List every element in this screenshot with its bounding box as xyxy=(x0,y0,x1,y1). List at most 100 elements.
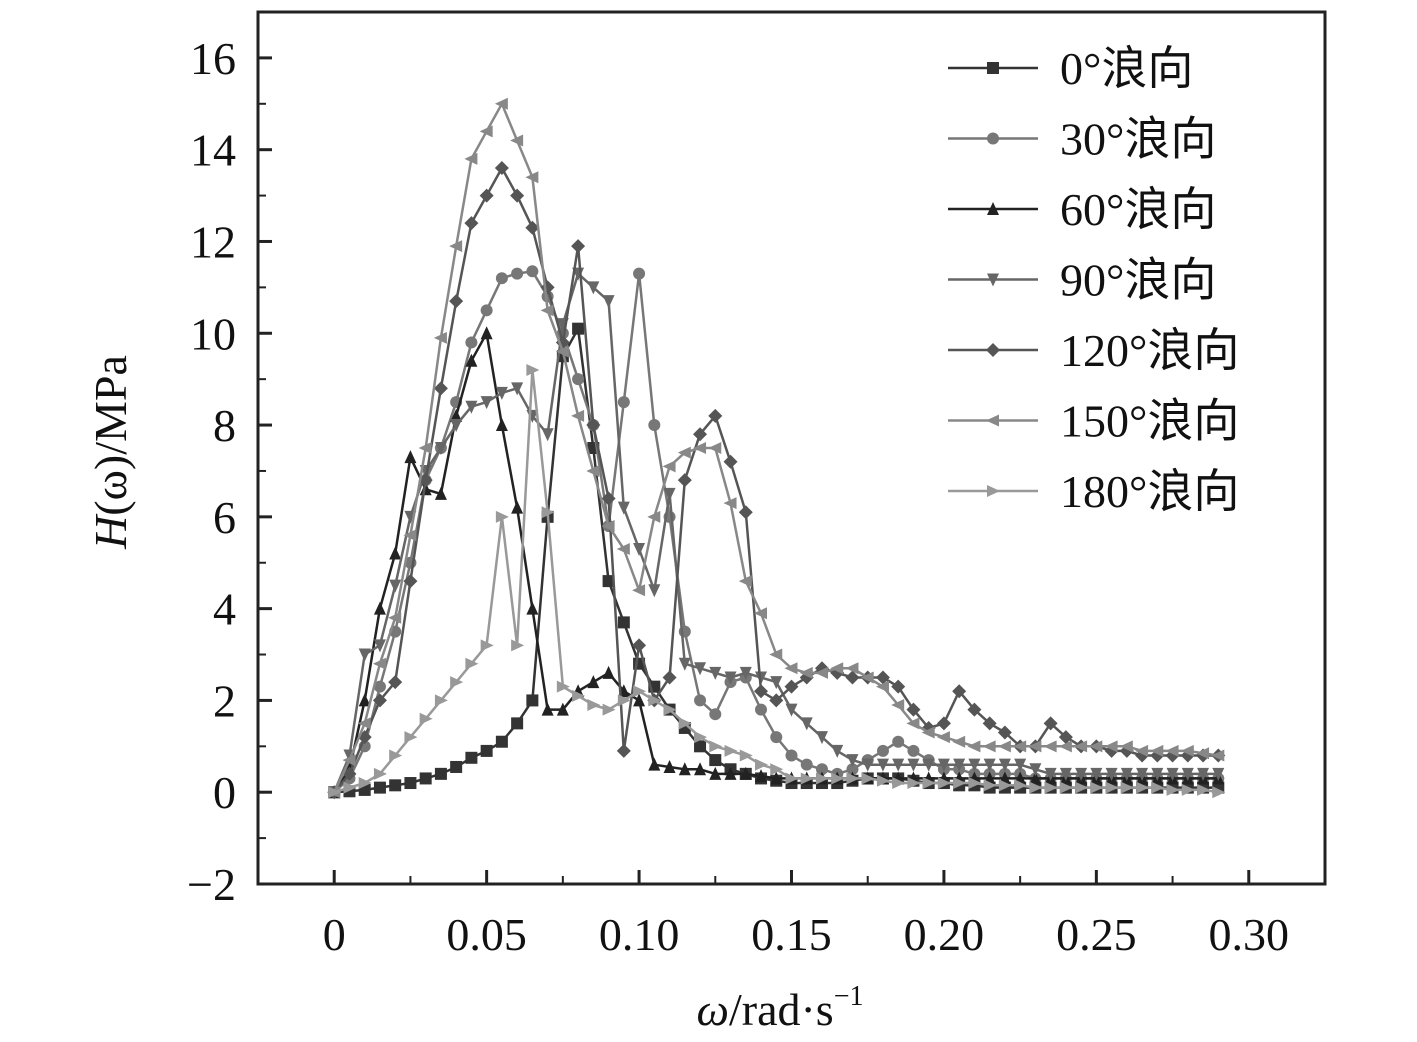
data-point xyxy=(694,694,707,707)
series-7 xyxy=(328,363,1226,799)
data-point xyxy=(677,473,692,488)
data-point xyxy=(449,294,464,309)
data-point xyxy=(494,161,509,176)
data-point xyxy=(662,670,677,685)
data-point xyxy=(526,694,539,707)
data-point xyxy=(632,638,647,653)
data-point xyxy=(1075,781,1089,794)
data-point xyxy=(800,772,814,785)
data-point xyxy=(647,510,661,523)
data-point xyxy=(464,216,479,231)
data-point xyxy=(693,442,707,454)
series-5 xyxy=(327,161,1226,800)
data-point xyxy=(494,97,508,110)
data-point xyxy=(465,657,479,670)
data-point xyxy=(785,749,798,762)
data-point xyxy=(937,758,950,772)
legend-marker xyxy=(987,273,999,287)
data-point xyxy=(845,662,859,675)
data-point xyxy=(389,779,402,792)
data-point xyxy=(450,419,463,433)
data-point xyxy=(907,744,920,757)
data-point xyxy=(495,386,508,400)
x-tick-label: 0 xyxy=(323,909,346,960)
data-point xyxy=(1151,767,1164,781)
data-point xyxy=(648,757,661,771)
legend-marker xyxy=(987,485,1000,497)
data-point xyxy=(800,717,813,731)
data-point xyxy=(602,703,616,716)
data-point xyxy=(1151,781,1165,794)
data-point xyxy=(617,616,630,629)
y-axis-label-arg: (ω) xyxy=(85,455,136,516)
y-tick-label: 0 xyxy=(213,767,236,818)
data-point xyxy=(936,716,951,731)
data-point xyxy=(860,671,874,684)
data-point xyxy=(876,744,889,757)
data-point xyxy=(511,267,524,280)
axes: −2 0 2 4 6 8 10 12 14 16 0 0.05 0.10 0.15 0.20 0.25 0.30 xyxy=(187,10,1327,960)
data-point xyxy=(602,295,615,309)
data-point xyxy=(723,454,738,469)
data-point xyxy=(755,703,768,716)
data-point xyxy=(540,280,555,295)
legend-item: 120°浪向 xyxy=(948,325,1239,376)
data-point xyxy=(404,731,418,744)
data-point xyxy=(617,694,631,707)
data-point xyxy=(997,740,1011,753)
data-point xyxy=(1074,740,1088,753)
data-point xyxy=(998,758,1011,772)
data-point xyxy=(968,777,982,790)
data-point xyxy=(1166,783,1180,796)
data-point xyxy=(1136,781,1150,794)
data-point xyxy=(1135,744,1149,757)
data-point xyxy=(1044,781,1058,794)
data-point xyxy=(922,777,936,790)
data-point xyxy=(953,758,966,772)
data-point xyxy=(800,758,813,771)
data-point xyxy=(572,373,585,386)
data-point xyxy=(875,670,890,685)
data-point xyxy=(709,708,722,721)
data-point xyxy=(815,772,829,785)
data-point xyxy=(738,505,753,520)
data-point xyxy=(770,771,783,785)
data-point xyxy=(724,766,737,780)
data-point xyxy=(434,442,447,455)
data-point xyxy=(373,639,386,653)
data-point xyxy=(480,639,494,652)
legend-label: 180°浪向 xyxy=(1060,466,1239,517)
data-point xyxy=(601,491,616,506)
data-point xyxy=(892,758,905,772)
legend-item: 60°浪向 xyxy=(948,184,1216,235)
data-point xyxy=(495,272,508,285)
data-point xyxy=(1028,740,1042,753)
data-point xyxy=(495,735,508,748)
data-point xyxy=(358,648,371,662)
data-point xyxy=(572,322,585,335)
data-point xyxy=(982,716,997,731)
data-point xyxy=(1043,716,1058,731)
data-point xyxy=(1165,744,1179,757)
data-point xyxy=(373,680,386,693)
data-point xyxy=(1044,767,1057,781)
data-point xyxy=(328,786,342,799)
legend-marker xyxy=(987,202,999,215)
legend-marker xyxy=(987,132,999,145)
data-point xyxy=(663,487,676,501)
data-point xyxy=(648,419,661,432)
data-point xyxy=(465,400,478,414)
data-point xyxy=(418,442,432,454)
data-point xyxy=(480,304,493,317)
data-point xyxy=(450,408,463,422)
data-point xyxy=(845,670,860,685)
data-point xyxy=(510,188,525,203)
data-point xyxy=(633,685,647,698)
legend-marker xyxy=(986,343,1000,357)
data-point xyxy=(708,442,722,454)
data-point xyxy=(738,575,752,588)
data-point xyxy=(968,758,981,772)
data-point xyxy=(616,743,631,758)
data-point xyxy=(586,464,600,477)
